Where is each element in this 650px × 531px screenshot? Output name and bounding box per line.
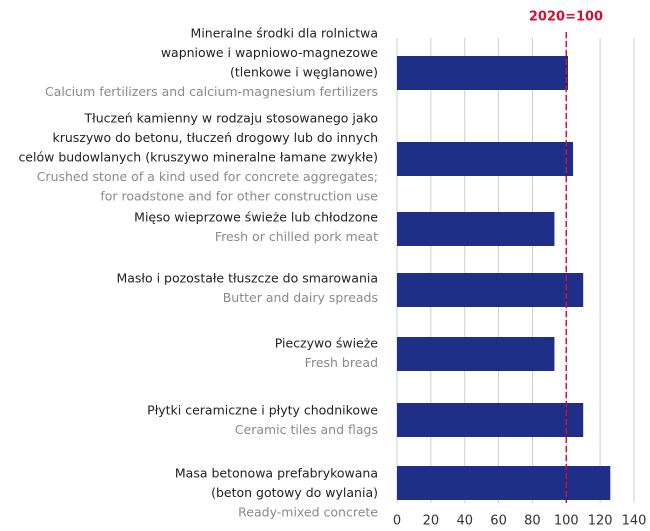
- category-label: kruszywo do betonu, tłuczeń drogowy lub …: [52, 130, 378, 145]
- x-tick-label: 140: [622, 514, 647, 529]
- category-label-en: Butter and dairy spreads: [223, 290, 378, 305]
- bar: [397, 273, 584, 307]
- category-label: wapniowe i wapniowo-magnezowe: [161, 45, 378, 60]
- category-label-en: Fresh bread: [305, 355, 378, 370]
- category-label: celów budowlanych (kruszywo mineralne ła…: [18, 150, 378, 165]
- annotation: 2020=100: [529, 10, 603, 25]
- bar: [397, 56, 568, 90]
- category-label: Mięso wieprzowe świeże lub chłodzone: [134, 210, 378, 225]
- bar: [397, 403, 584, 437]
- category-label: Płytki ceramiczne i płyty chodnikowe: [147, 403, 378, 418]
- category-label: (tlenkowe i węglanowe): [230, 65, 378, 80]
- category-label: Tłuczeń kamienny w rodzaju stosowanego j…: [84, 111, 378, 126]
- category-label-en: Calcium fertilizers and calcium-magnesiu…: [45, 84, 378, 99]
- x-tick-label: 100: [554, 514, 579, 529]
- category-label-en: Ceramic tiles and flags: [235, 422, 378, 437]
- category-label: Masa betonowa prefabrykowana: [175, 466, 378, 481]
- x-tick-label: 20: [423, 514, 440, 529]
- category-label: (beton gotowy do wylania): [211, 485, 378, 500]
- x-tick-label: 40: [456, 514, 473, 529]
- category-label-en: for roadstone and for other construction…: [100, 189, 378, 204]
- bar: [397, 142, 574, 176]
- category-label-en: Crushed stone of a kind used for concret…: [37, 169, 378, 184]
- x-tick-label: 120: [588, 514, 613, 529]
- x-tick-label: 60: [490, 514, 507, 529]
- category-label: Masło i pozostałe tłuszcze do smarowania: [116, 271, 378, 286]
- category-label: Pieczywo świeże: [275, 336, 379, 351]
- bar: [397, 212, 555, 246]
- category-label: Mineralne środki dla rolnictwa: [191, 26, 378, 41]
- x-tick-label: 0: [393, 514, 401, 529]
- category-label-en: Fresh or chilled pork meat: [215, 229, 378, 244]
- bar: [397, 466, 611, 500]
- bar: [397, 337, 555, 371]
- x-tick-label: 80: [524, 514, 541, 529]
- category-label-en: Ready-mixed concrete: [238, 505, 378, 520]
